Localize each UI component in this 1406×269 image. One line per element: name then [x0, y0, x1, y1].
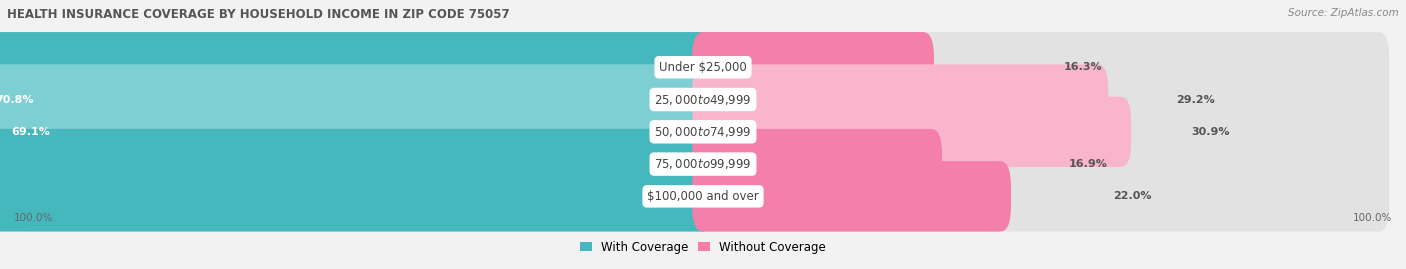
Text: 100.0%: 100.0% [1353, 213, 1392, 223]
Text: 16.9%: 16.9% [1069, 159, 1108, 169]
Text: $75,000 to $99,999: $75,000 to $99,999 [654, 157, 752, 171]
Text: $100,000 and over: $100,000 and over [647, 190, 759, 203]
Text: 100.0%: 100.0% [14, 213, 53, 223]
FancyBboxPatch shape [692, 32, 934, 102]
FancyBboxPatch shape [17, 161, 1389, 232]
Text: $50,000 to $74,999: $50,000 to $74,999 [654, 125, 752, 139]
Text: Source: ZipAtlas.com: Source: ZipAtlas.com [1288, 8, 1399, 18]
FancyBboxPatch shape [17, 97, 1389, 167]
Text: 69.1%: 69.1% [11, 127, 51, 137]
Legend: With Coverage, Without Coverage: With Coverage, Without Coverage [579, 241, 827, 254]
Text: Under $25,000: Under $25,000 [659, 61, 747, 74]
Text: 29.2%: 29.2% [1177, 94, 1215, 105]
FancyBboxPatch shape [692, 129, 942, 199]
Text: 70.8%: 70.8% [0, 94, 34, 105]
FancyBboxPatch shape [0, 64, 714, 135]
FancyBboxPatch shape [17, 64, 1389, 135]
Text: 16.3%: 16.3% [1063, 62, 1102, 72]
Text: $25,000 to $49,999: $25,000 to $49,999 [654, 93, 752, 107]
Text: 22.0%: 22.0% [1114, 191, 1152, 201]
FancyBboxPatch shape [0, 161, 714, 232]
FancyBboxPatch shape [17, 32, 1389, 102]
FancyBboxPatch shape [692, 97, 1132, 167]
FancyBboxPatch shape [692, 64, 1108, 135]
FancyBboxPatch shape [692, 161, 1011, 232]
FancyBboxPatch shape [0, 129, 714, 199]
FancyBboxPatch shape [17, 129, 1389, 199]
FancyBboxPatch shape [0, 32, 714, 102]
FancyBboxPatch shape [0, 97, 714, 167]
Text: HEALTH INSURANCE COVERAGE BY HOUSEHOLD INCOME IN ZIP CODE 75057: HEALTH INSURANCE COVERAGE BY HOUSEHOLD I… [7, 8, 509, 21]
Text: 30.9%: 30.9% [1191, 127, 1230, 137]
